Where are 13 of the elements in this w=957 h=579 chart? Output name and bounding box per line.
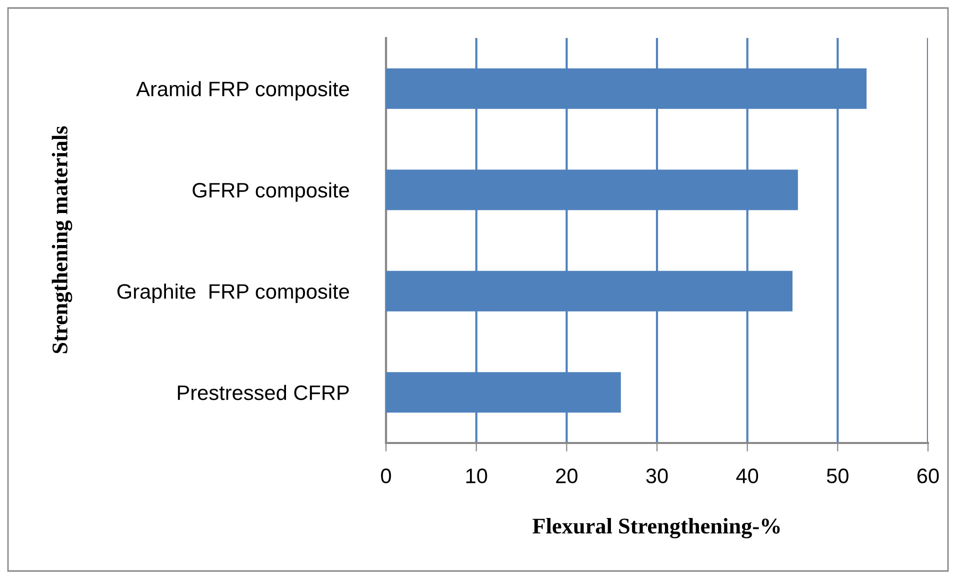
y-tick-label: Aramid FRP composite: [136, 81, 349, 100]
x-tick-label: 10: [466, 468, 488, 484]
x-tick-label: 0: [381, 468, 391, 484]
x-tick-label: 40: [736, 468, 758, 484]
y-tick-label: Prestressed CFRP: [178, 384, 349, 400]
y-axis-title: Strengthening materials: [52, 126, 72, 354]
x-axis-title: Flexural Strengthening-%: [532, 518, 780, 538]
x-tick-label: 20: [556, 468, 578, 484]
y-tick-label: GFRP composite: [192, 182, 349, 202]
x-tick-label: 50: [826, 468, 848, 484]
y-tick-label: Graphite FRP composite: [117, 284, 349, 303]
x-tick-label: 60: [917, 468, 939, 484]
x-tick-label: 30: [646, 468, 668, 484]
